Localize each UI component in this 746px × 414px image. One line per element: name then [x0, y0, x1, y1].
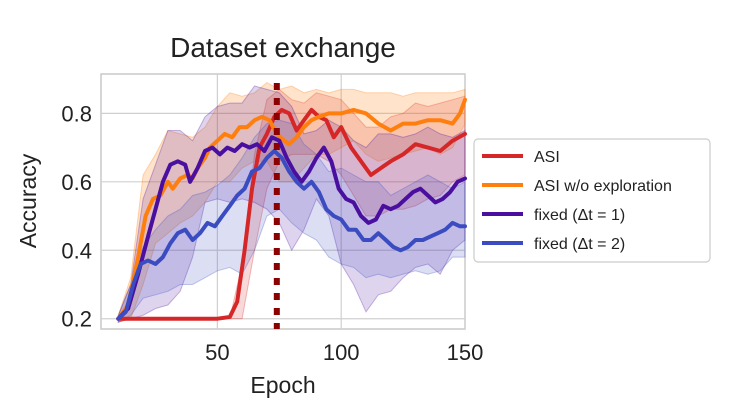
y-tick-label-1: 0.4: [61, 238, 92, 263]
legend-label-3: fixed (Δt = 2): [534, 236, 625, 253]
legend: ASI ASI w/o exploration fixed (Δt = 1) fixe…: [473, 138, 711, 263]
x-axis-label: Epoch: [250, 372, 315, 398]
series-line-3: [116, 149, 467, 321]
series-band-2: [117, 85, 466, 323]
y-axis-ticks: 0.2 0.4 0.6 0.8: [61, 101, 92, 331]
series-line-1: [116, 97, 467, 321]
legend-label-1: ASI w/o exploration: [534, 178, 672, 195]
x-axis-ticks: 50 100 150: [205, 340, 483, 365]
plot-area: [100, 73, 467, 330]
legend-label-0: ASI: [534, 149, 560, 166]
series-line-2: [116, 135, 467, 321]
x-tick-label-2: 150: [447, 340, 484, 365]
y-tick-label-3: 0.8: [61, 101, 92, 126]
legend-label-2: fixed (Δt = 1): [534, 207, 625, 224]
y-tick-label-2: 0.6: [61, 170, 92, 195]
series-lines: [116, 97, 467, 321]
x-tick-label-0: 50: [205, 340, 229, 365]
y-axis-label: Accuracy: [15, 153, 41, 248]
legend-box: [473, 138, 711, 263]
y-tick-label-0: 0.2: [61, 307, 92, 332]
series-line-0: [116, 107, 467, 321]
series-band-1: [117, 81, 466, 323]
chart-title: Dataset exchange: [170, 32, 396, 63]
x-tick-label-1: 100: [323, 340, 360, 365]
series-band-3: [117, 119, 466, 324]
